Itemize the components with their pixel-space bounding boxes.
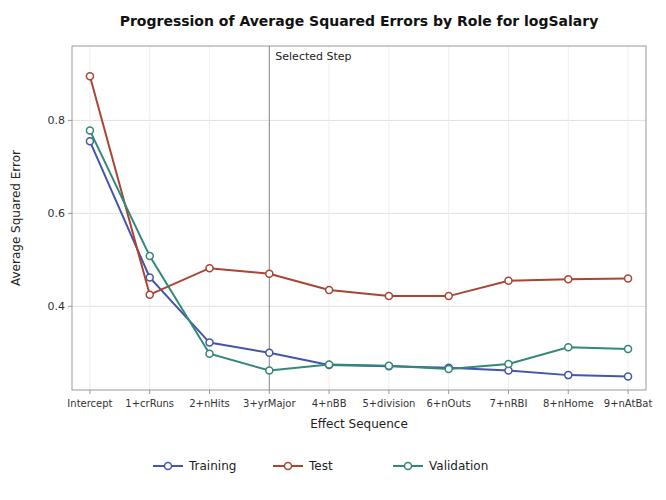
y-tick-label: 0.6 [48, 207, 66, 220]
series-marker [146, 274, 153, 281]
y-tick-label: 0.4 [48, 300, 66, 313]
x-tick-label: Intercept [67, 398, 112, 409]
series-line [90, 131, 628, 371]
y-tick [68, 120, 72, 121]
x-grid-line [269, 46, 270, 390]
series-marker [625, 373, 632, 380]
x-tick [508, 390, 509, 394]
x-tick [269, 390, 270, 394]
y-grid-line [72, 213, 646, 214]
series-marker [206, 350, 213, 357]
x-grid-line [448, 46, 449, 390]
title: Progression of Average Squared Errors by… [120, 13, 599, 29]
series-marker [565, 276, 572, 283]
series-group [86, 73, 631, 380]
series-marker [625, 275, 632, 282]
series-marker [86, 138, 93, 145]
x-grid-line [628, 46, 629, 390]
y-tick [68, 213, 72, 214]
series-marker [445, 293, 452, 300]
legend: Training Test Validation [153, 459, 488, 473]
annotation-text: Selected Step [275, 50, 351, 63]
series-marker [505, 360, 512, 367]
x-grid-line [508, 46, 509, 390]
series-marker [146, 253, 153, 260]
series-marker [266, 270, 273, 277]
x-tick-label: 9+nAtBat [604, 398, 653, 409]
x-grid-line [89, 46, 90, 390]
x-tick-label: 8+nHome [543, 398, 594, 409]
series-line [90, 141, 628, 376]
y-grid-line [72, 306, 646, 307]
x-grid-line [329, 46, 330, 390]
x-tick-label: 2+nHits [189, 398, 230, 409]
x-tick [329, 390, 330, 394]
plot-frame [72, 46, 646, 390]
x-tick-label: 4+nBB [312, 398, 347, 409]
y-tick [68, 306, 72, 307]
series-marker [625, 346, 632, 353]
x-tick [568, 390, 569, 394]
series-marker [565, 372, 572, 379]
series-marker [86, 127, 93, 134]
series-marker [146, 291, 153, 298]
y-grid-line [72, 120, 646, 121]
legend-label: Training [188, 459, 236, 473]
series-marker [86, 73, 93, 80]
series-marker [326, 361, 333, 368]
x-tick [628, 390, 629, 394]
annotation-line [269, 46, 270, 390]
series-marker [206, 265, 213, 272]
series-marker [385, 293, 392, 300]
x-tick-label: 6+nOuts [426, 398, 470, 409]
x-tick-label: 1+crRuns [125, 398, 174, 409]
series-marker [385, 362, 392, 369]
x-tick [209, 390, 210, 394]
series-marker [326, 361, 333, 368]
x-axis-label: Effect Sequence [310, 417, 408, 431]
legend-label: Validation [429, 459, 488, 473]
x-tick-label: 3+yrMajor [243, 398, 296, 409]
x-tick [149, 390, 150, 394]
x-tick-label: 7+nRBI [490, 398, 528, 409]
legend-marker [165, 463, 172, 470]
x-grid-line [149, 46, 150, 390]
series-marker [385, 363, 392, 370]
series-line [90, 76, 628, 296]
chart: Selected Step 0.4 0.6 0.8 Intercept 1+crRuns 2… [0, 0, 666, 500]
legend-marker [405, 463, 412, 470]
y-tick-label: 0.8 [48, 114, 66, 127]
x-grid-line [388, 46, 389, 390]
x-tick [448, 390, 449, 394]
series-marker [266, 349, 273, 356]
x-tick [388, 390, 389, 394]
series-marker [206, 339, 213, 346]
y-axis-label: Average Squared Error [9, 150, 23, 286]
series-marker [266, 367, 273, 374]
legend-marker [285, 463, 292, 470]
legend-label: Test [308, 459, 333, 473]
x-tick [89, 390, 90, 394]
series-marker [565, 344, 572, 351]
series-marker [505, 277, 512, 284]
series-marker [445, 366, 452, 373]
series-marker [326, 287, 333, 294]
x-tick-label: 5+division [362, 398, 415, 409]
x-grid-line [568, 46, 569, 390]
